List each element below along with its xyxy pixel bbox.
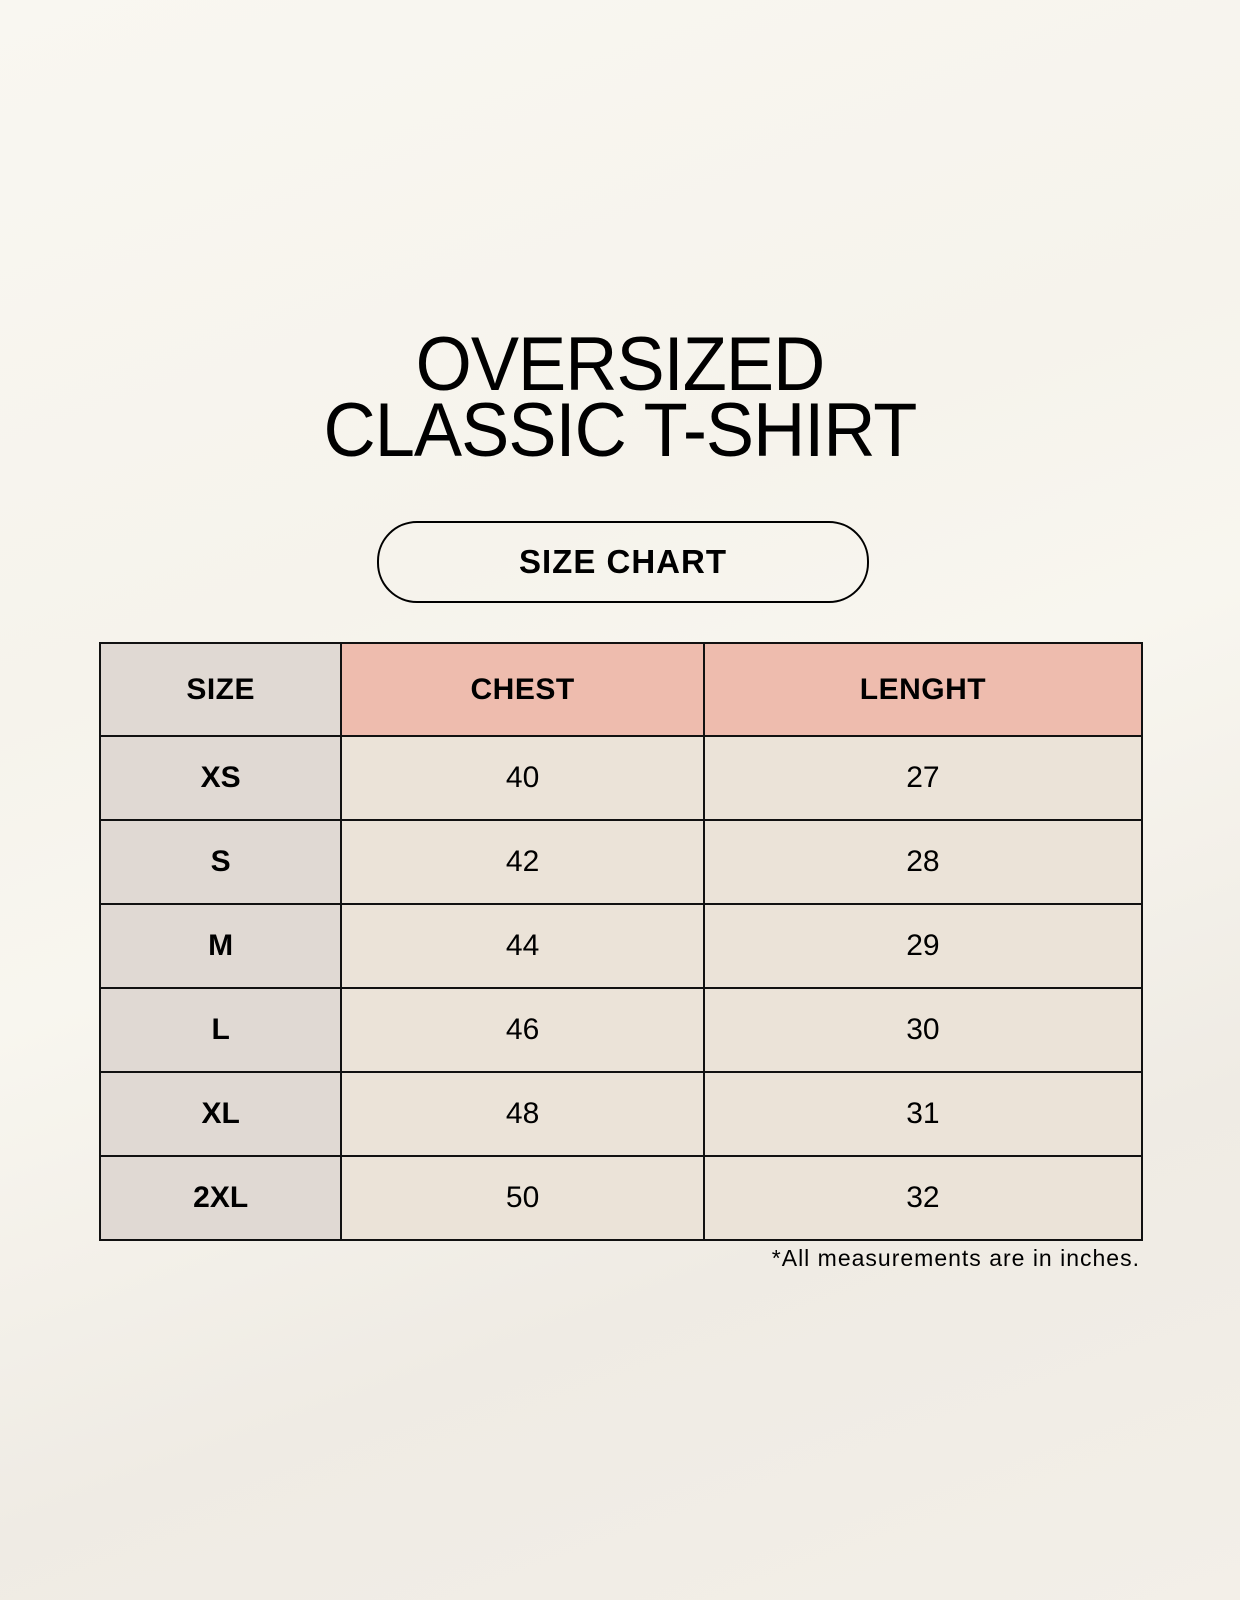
length-cell: 27 <box>702 735 1144 821</box>
length-cell: 28 <box>702 819 1144 905</box>
table-row: S 42 28 <box>98 819 1144 905</box>
length-cell: 30 <box>702 987 1144 1073</box>
chest-cell: 42 <box>340 819 705 905</box>
footnote: *All measurements are in inches. <box>771 1245 1140 1271</box>
table-row: L 46 30 <box>98 987 1144 1073</box>
table-row: XL 48 31 <box>98 1071 1144 1157</box>
header-chest: CHEST <box>340 642 705 737</box>
chest-cell: 40 <box>340 735 705 821</box>
chest-cell: 48 <box>340 1071 705 1157</box>
size-cell: L <box>98 987 343 1073</box>
title-line-2: CLASSIC T-SHIRT <box>323 388 918 473</box>
table-header-row: SIZE CHEST LENGHT <box>98 642 1144 737</box>
chest-cell: 50 <box>340 1155 705 1241</box>
size-cell: XL <box>98 1071 343 1157</box>
size-cell: S <box>98 819 343 905</box>
table-row: 2XL 50 32 <box>98 1155 1144 1241</box>
size-chart-badge: SIZE CHART <box>377 521 869 603</box>
size-cell: XS <box>98 735 343 821</box>
size-table: SIZE CHEST LENGHT XS 40 27 S 42 28 M 44 29 L 46 30 X… <box>98 642 1144 1241</box>
header-length: LENGHT <box>702 642 1144 737</box>
title-line-1: OVERSIZED <box>415 322 826 407</box>
table-row: XS 40 27 <box>98 735 1144 821</box>
size-cell: 2XL <box>98 1155 343 1241</box>
table-row: M 44 29 <box>98 903 1144 989</box>
page-title: OVERSIZED CLASSIC T-SHIRT <box>31 322 1209 473</box>
length-cell: 32 <box>702 1155 1144 1241</box>
length-cell: 31 <box>702 1071 1144 1157</box>
length-cell: 29 <box>702 903 1144 989</box>
size-cell: M <box>98 903 343 989</box>
chest-cell: 46 <box>340 987 705 1073</box>
header-size: SIZE <box>98 642 343 737</box>
chest-cell: 44 <box>340 903 705 989</box>
